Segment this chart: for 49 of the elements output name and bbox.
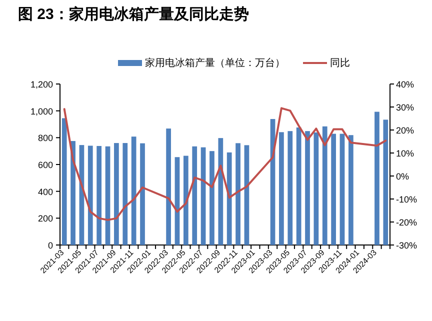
bar <box>210 151 214 245</box>
legend-label: 家用电冰箱产量（单位：万台） <box>145 57 285 69</box>
line-series <box>63 107 387 221</box>
bar <box>200 147 206 245</box>
y2-tick-label: 0% <box>396 172 410 182</box>
y-tick-label: 1,200 <box>30 80 53 90</box>
bar <box>348 135 354 245</box>
bar <box>70 141 76 245</box>
bar <box>314 132 319 245</box>
bar <box>226 152 232 245</box>
bar <box>331 134 336 245</box>
bar <box>166 128 171 245</box>
bar <box>296 127 302 245</box>
y-tick-label: 800 <box>38 133 53 144</box>
bar <box>105 146 110 245</box>
y2-tick-label: 40% <box>396 80 414 90</box>
y2-tick-label: -30% <box>396 240 418 250</box>
y2-tick-label: 20% <box>396 126 414 136</box>
bar <box>88 146 93 245</box>
y-tick-label: 0 <box>48 240 53 250</box>
legend-label: 同比 <box>330 57 350 69</box>
bar <box>192 146 198 245</box>
bar <box>288 131 293 245</box>
bar <box>218 138 224 245</box>
y2-tick-label: 10% <box>396 148 414 158</box>
y2-tick-label: -20% <box>396 218 418 228</box>
y2-tick-label: 30% <box>396 102 414 112</box>
bar <box>236 143 240 245</box>
bar <box>279 132 284 245</box>
bar <box>305 131 310 245</box>
bar <box>140 143 145 245</box>
bar <box>62 118 67 245</box>
bar <box>96 146 102 245</box>
bar <box>114 143 119 245</box>
chart-title: 图 23：家用电冰箱产量及同比走势 <box>18 5 249 23</box>
y-tick-label: 200 <box>38 214 53 224</box>
bar <box>244 145 250 245</box>
y-tick-label: 600 <box>38 160 53 170</box>
bar <box>383 120 388 245</box>
y-tick-label: 1,000 <box>30 106 53 116</box>
bar <box>340 134 345 245</box>
bar <box>183 156 188 245</box>
bar <box>322 126 328 245</box>
bar <box>374 112 380 245</box>
bar <box>122 143 128 245</box>
y-tick-label: 400 <box>38 186 53 197</box>
y2-tick-label: -10% <box>396 194 418 204</box>
bar <box>174 157 180 245</box>
bar <box>131 136 136 245</box>
